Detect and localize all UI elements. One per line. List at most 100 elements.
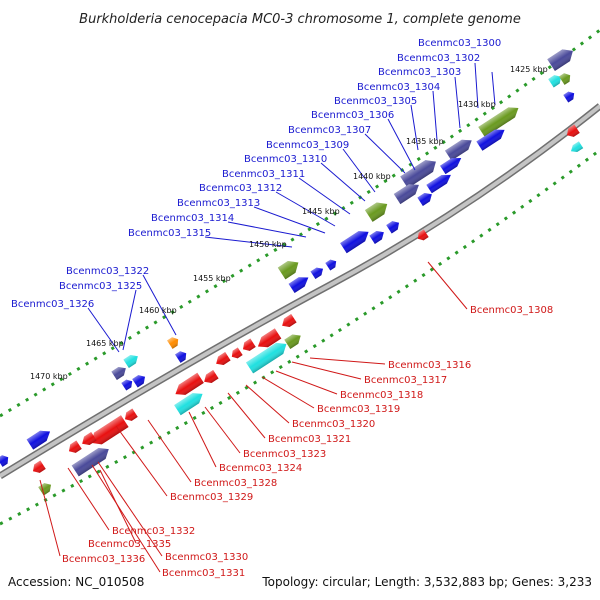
scale-label: 1465 kbp xyxy=(86,339,124,348)
gene-feature xyxy=(231,347,243,359)
leader-line xyxy=(275,370,338,395)
lower-dotted-line xyxy=(0,148,600,526)
gene-feature xyxy=(369,231,384,245)
gene-feature xyxy=(364,202,388,222)
gene-arrow-shading xyxy=(32,460,46,473)
gene-feature xyxy=(284,334,301,349)
gene-arrow-shading xyxy=(132,375,146,388)
gene-feature xyxy=(476,129,505,151)
gene-label[interactable]: Bcenmc03_1308 xyxy=(470,305,553,316)
chromosome-backbone xyxy=(0,103,600,479)
gene-arrow-shading xyxy=(68,440,82,453)
gene-label[interactable]: Bcenmc03_1310 xyxy=(244,154,327,165)
gene-feature xyxy=(257,328,282,348)
gene-arrow-shading xyxy=(547,49,573,71)
gene-label[interactable]: Bcenmc03_1329 xyxy=(170,492,253,503)
leader-line xyxy=(320,162,366,202)
gene-feature xyxy=(566,124,580,137)
leader-line xyxy=(454,76,461,129)
scale-label: 1460 kbp xyxy=(139,306,177,315)
gene-label[interactable]: Bcenmc03_1324 xyxy=(219,463,302,474)
gene-label[interactable]: Bcenmc03_1304 xyxy=(357,82,440,93)
gene-label[interactable]: Bcenmc03_1322 xyxy=(66,266,149,277)
gene-arrow-shading xyxy=(400,160,436,189)
gene-label[interactable]: Bcenmc03_1317 xyxy=(364,375,447,386)
gene-feature xyxy=(124,408,138,421)
gene-label[interactable]: Bcenmc03_1300 xyxy=(418,38,501,49)
gene-label[interactable]: Bcenmc03_1321 xyxy=(268,434,351,445)
gene-label[interactable]: Bcenmc03_1331 xyxy=(162,568,245,579)
gene-label[interactable]: Bcenmc03_1316 xyxy=(388,360,471,371)
leader-line xyxy=(204,406,241,454)
gene-label[interactable]: Bcenmc03_1314 xyxy=(151,213,234,224)
gene-label[interactable]: Bcenmc03_1315 xyxy=(128,228,211,239)
gene-label[interactable]: Bcenmc03_1326 xyxy=(11,299,94,310)
gene-feature xyxy=(204,369,219,383)
topology-summary: Topology: circular; Length: 3,532,883 bp… xyxy=(261,575,592,589)
scale-label: 1455 kbp xyxy=(193,274,231,283)
gene-label[interactable]: Bcenmc03_1312 xyxy=(199,183,282,194)
gene-label[interactable]: Bcenmc03_1318 xyxy=(340,390,423,401)
leader-line xyxy=(410,104,419,151)
gene-label[interactable]: Bcenmc03_1320 xyxy=(292,419,375,430)
gene-feature xyxy=(325,259,337,271)
leader-line xyxy=(432,90,438,141)
gene-arrow-shading xyxy=(231,347,243,359)
gene-label[interactable]: Bcenmc03_1328 xyxy=(194,478,277,489)
leader-line xyxy=(188,411,217,468)
gene-feature xyxy=(32,460,46,473)
leader-line xyxy=(67,467,110,531)
gene-labels: Bcenmc03_1300 Bcenmc03_1302 Bcenmc03_1303 B… xyxy=(11,38,553,579)
scale-labels: 1425 kbp 1430 kbp 1435 kbp 1440 kbp 1445 kbp… xyxy=(30,65,548,381)
gene-feature xyxy=(246,342,287,374)
gene-arrow-shading xyxy=(393,184,419,205)
gene-label[interactable]: Bcenmc03_1332 xyxy=(112,526,195,537)
gene-arrow-shading xyxy=(548,75,562,88)
leader-line xyxy=(275,191,336,227)
gene-feature xyxy=(310,267,324,280)
gene-feature xyxy=(26,430,51,450)
gene-arrow-shading xyxy=(82,431,97,445)
scale-label: 1470 kbp xyxy=(30,372,68,381)
gene-label[interactable]: Bcenmc03_1311 xyxy=(222,169,305,180)
gene-label[interactable]: Bcenmc03_1313 xyxy=(177,198,260,209)
gene-label[interactable]: Bcenmc03_1309 xyxy=(266,140,349,151)
gene-label[interactable]: Bcenmc03_1303 xyxy=(378,67,461,78)
gene-label[interactable]: Bcenmc03_1306 xyxy=(311,110,394,121)
leader-line xyxy=(364,133,406,174)
gene-arrow-shading xyxy=(91,415,129,445)
gene-feature xyxy=(570,141,584,153)
gene-arrow-shading xyxy=(175,372,204,395)
leader-line xyxy=(147,419,192,483)
gene-feature xyxy=(444,139,472,161)
gene-arrow-shading xyxy=(123,355,138,369)
gene-arrow-shading xyxy=(167,337,179,349)
leader-line xyxy=(309,357,386,365)
gene-label[interactable]: Bcenmc03_1319 xyxy=(317,404,400,415)
leader-line xyxy=(474,62,479,109)
scale-label: 1425 kbp xyxy=(510,65,548,74)
gene-feature xyxy=(175,372,204,395)
leader-line xyxy=(427,261,468,310)
gene-label[interactable]: Bcenmc03_1307 xyxy=(288,125,371,136)
gene-label[interactable]: Bcenmc03_1330 xyxy=(165,552,248,563)
gene-arrow-shading xyxy=(277,261,299,280)
gene-label[interactable]: Bcenmc03_1325 xyxy=(59,281,142,292)
label-leader-lines xyxy=(39,62,496,573)
scale-label: 1450 kbp xyxy=(249,240,287,249)
gene-label[interactable]: Bcenmc03_1302 xyxy=(397,53,480,64)
gene-feature xyxy=(242,338,256,351)
gene-label[interactable]: Bcenmc03_1323 xyxy=(243,449,326,460)
gene-label[interactable]: Bcenmc03_1335 xyxy=(88,539,171,550)
leader-line xyxy=(227,392,266,439)
gene-label[interactable]: Bcenmc03_1336 xyxy=(62,554,145,565)
gene-arrow-shading xyxy=(566,124,580,137)
gene-label[interactable]: Bcenmc03_1305 xyxy=(334,96,417,107)
gene-arrow-shading xyxy=(124,408,138,421)
gene-arrow-shading xyxy=(559,73,571,85)
leader-line xyxy=(39,479,61,557)
leader-line xyxy=(342,148,376,193)
gene-arrow-shading xyxy=(310,267,324,280)
gene-feature xyxy=(340,231,369,254)
